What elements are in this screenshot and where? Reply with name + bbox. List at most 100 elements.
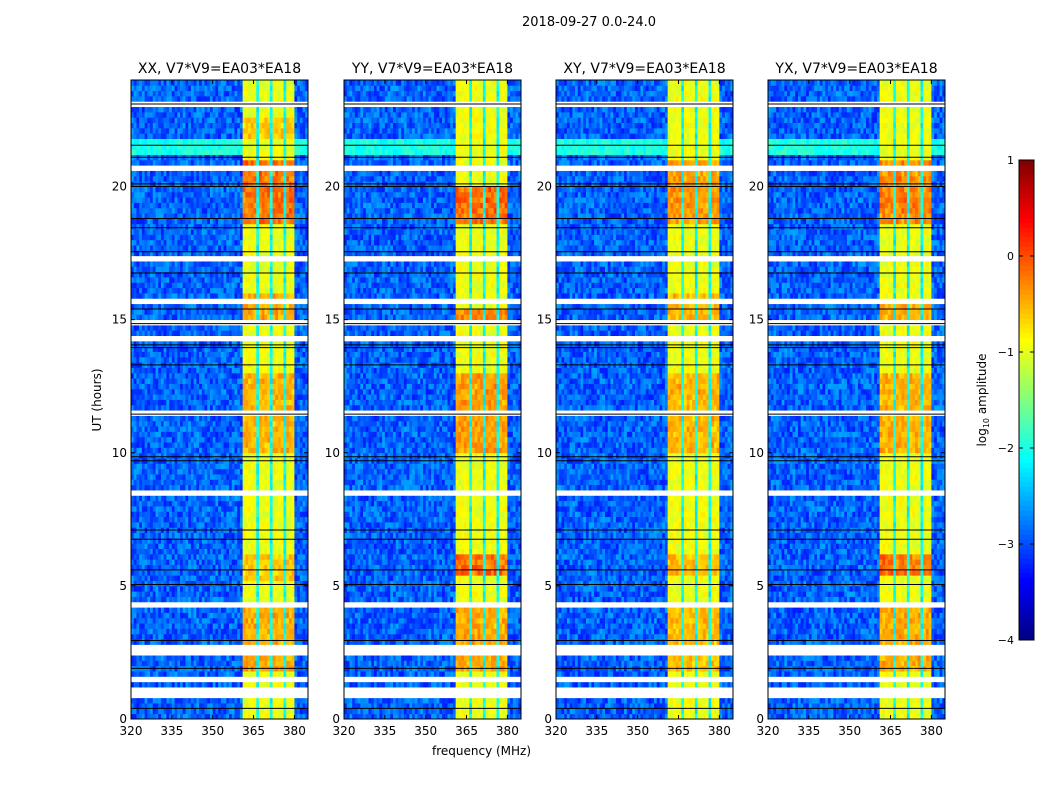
- heatmap-cell: [297, 522, 300, 528]
- heatmap-cell: [207, 634, 210, 640]
- heatmap-cell: [267, 591, 270, 597]
- heatmap-cell: [156, 613, 159, 619]
- heatmap-cell: [175, 559, 178, 565]
- heatmap-cell: [177, 613, 180, 619]
- heatmap-cell: [297, 575, 300, 581]
- heatmap-cell: [164, 607, 167, 613]
- flagged-cell: [254, 644, 257, 650]
- flagged-cell: [240, 692, 243, 698]
- heatmap-cell: [158, 517, 161, 523]
- heatmap-cell: [275, 618, 278, 624]
- heatmap-cell: [267, 511, 270, 517]
- heatmap-cell: [139, 554, 142, 560]
- flagged-cell: [207, 644, 210, 650]
- heatmap-cell: [156, 660, 159, 666]
- heatmap-cell: [161, 575, 164, 581]
- heatmap-cell: [139, 570, 142, 576]
- heatmap-cell: [145, 607, 148, 613]
- heatmap-cell: [161, 501, 164, 507]
- heatmap-cell: [177, 591, 180, 597]
- heatmap-cell: [183, 586, 186, 592]
- heatmap-cell: [270, 613, 273, 619]
- flagged-cell: [185, 490, 188, 496]
- flagged-cell: [205, 644, 208, 650]
- heatmap-cell: [218, 495, 221, 501]
- heatmap-cell: [188, 591, 191, 597]
- heatmap-cell: [185, 623, 188, 629]
- heatmap-cell: [237, 591, 240, 597]
- flagged-cell: [183, 644, 186, 650]
- flagged-cell: [194, 692, 197, 698]
- flagged-cell: [232, 676, 235, 682]
- flagged-cell: [270, 602, 273, 608]
- heatmap-cell: [218, 607, 221, 613]
- heatmap-cell: [262, 506, 265, 512]
- flagged-cell: [194, 650, 197, 656]
- heatmap-cell: [262, 628, 265, 634]
- heatmap-cell: [237, 522, 240, 528]
- heatmap-cell: [183, 533, 186, 539]
- heatmap-cell: [169, 485, 172, 491]
- flagged-cell: [248, 650, 251, 656]
- heatmap-cell: [194, 533, 197, 539]
- heatmap-cell: [191, 479, 194, 485]
- heatmap-cell: [161, 698, 164, 704]
- heatmap-cell: [169, 597, 172, 603]
- heatmap-cell: [283, 511, 286, 517]
- heatmap-cell: [139, 671, 142, 677]
- heatmap-cell: [224, 591, 227, 597]
- flagged-cell: [221, 650, 224, 656]
- heatmap-cell: [199, 708, 202, 714]
- heatmap-cell: [175, 554, 178, 560]
- heatmap-cell: [150, 570, 153, 576]
- flagged-cell: [224, 490, 227, 496]
- heatmap-cell: [196, 479, 199, 485]
- heatmap-cell: [245, 501, 248, 507]
- heatmap-cell: [145, 543, 148, 549]
- heatmap-cell: [300, 618, 303, 624]
- heatmap-cell: [251, 522, 254, 528]
- heatmap-cell: [142, 618, 145, 624]
- heatmap-cell: [283, 543, 286, 549]
- heatmap-cell: [202, 607, 205, 613]
- heatmap-cell: [183, 607, 186, 613]
- heatmap-cell: [196, 613, 199, 619]
- flagged-cell: [229, 687, 232, 693]
- heatmap-cell: [183, 554, 186, 560]
- heatmap-cell: [213, 698, 216, 704]
- heatmap-cell: [175, 671, 178, 677]
- heatmap-cell: [166, 660, 169, 666]
- heatmap-cell: [153, 543, 156, 549]
- heatmap-cell: [164, 517, 167, 523]
- heatmap-cell: [254, 517, 257, 523]
- flagged-cell: [221, 602, 224, 608]
- heatmap-cell: [134, 607, 137, 613]
- heatmap-cell: [300, 671, 303, 677]
- heatmap-cell: [218, 533, 221, 539]
- heatmap-cell: [300, 533, 303, 539]
- heatmap-cell: [161, 618, 164, 624]
- heatmap-cell: [267, 708, 270, 714]
- heatmap-cell: [183, 485, 186, 491]
- heatmap-cell: [199, 522, 202, 528]
- heatmap-cell: [226, 517, 229, 523]
- heatmap-cell: [166, 511, 169, 517]
- heatmap-cell: [270, 575, 273, 581]
- heatmap-cell: [226, 485, 229, 491]
- heatmap-cell: [161, 623, 164, 629]
- heatmap-cell: [264, 682, 267, 688]
- heatmap-cell: [169, 698, 172, 704]
- flagged-cell: [158, 650, 161, 656]
- heatmap-cell: [169, 506, 172, 512]
- flagged-cell: [267, 602, 270, 608]
- heatmap-cell: [202, 549, 205, 555]
- heatmap-cell: [297, 485, 300, 491]
- flagged-cell: [221, 490, 224, 496]
- heatmap-cell: [256, 698, 259, 704]
- heatmap-cell: [229, 655, 232, 661]
- heatmap-cell: [240, 660, 243, 666]
- heatmap-cell: [205, 591, 208, 597]
- heatmap-cell: [180, 623, 183, 629]
- heatmap-cell: [175, 597, 178, 603]
- flagged-cell: [153, 650, 156, 656]
